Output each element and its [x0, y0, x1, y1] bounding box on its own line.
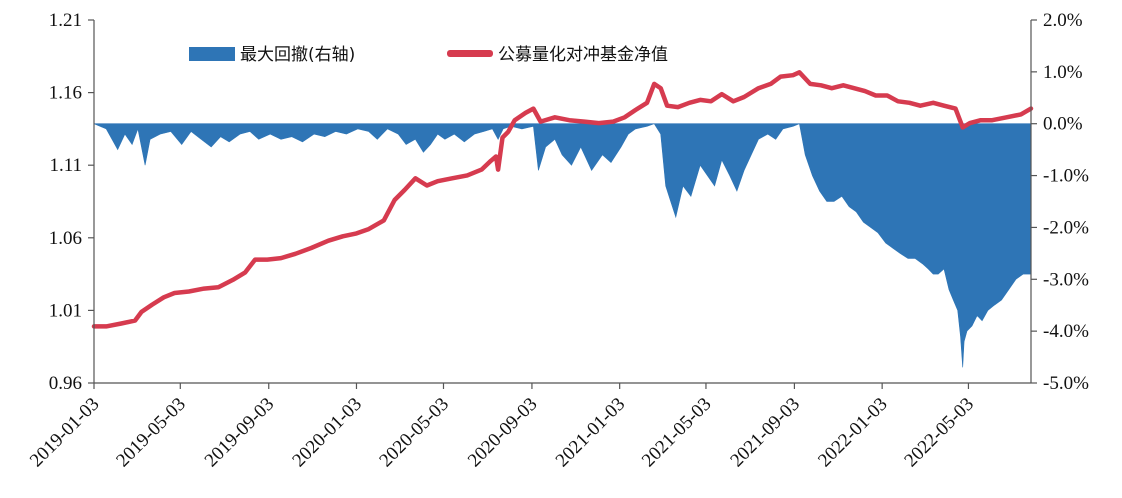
legend-swatch-drawdown [189, 47, 235, 61]
y-right-tick-label: -5.0% [1043, 373, 1089, 394]
x-tick-label: 2021-09-03 [726, 394, 804, 472]
legend-swatch-nav [447, 50, 493, 57]
legend: 最大回撤(右轴) 公募量化对冲基金净值 [189, 45, 668, 65]
x-tick-label: 2021-05-03 [638, 394, 716, 472]
y-right-tick-label: -1.0% [1043, 166, 1089, 187]
x-tick-label: 2020-01-03 [288, 394, 366, 472]
x-tick-label: 2020-05-03 [375, 394, 453, 472]
legend-label-nav: 公募量化对冲基金净值 [498, 45, 668, 65]
drawdown-area-layer [93, 123, 1032, 368]
x-tick-label: 2022-01-03 [814, 394, 892, 472]
nav-line [91, 70, 1034, 329]
x-tick-label: 2021-01-03 [552, 394, 630, 472]
legend-label-drawdown: 最大回撤(右轴) [240, 45, 355, 65]
y-right-tick-label: -4.0% [1043, 321, 1089, 342]
x-tick-label: 2022-05-03 [900, 394, 978, 472]
y-left-tick-label: 1.16 [49, 83, 82, 104]
y-left-tick-label: 0.96 [49, 373, 82, 394]
x-tick-label: 2019-05-03 [112, 394, 190, 472]
y-right-tick-label: 0.0% [1043, 114, 1083, 135]
drawdown-area [93, 123, 1032, 368]
y-left-tick-label: 1.21 [49, 10, 82, 31]
y-right-tick-label: 1.0% [1043, 62, 1083, 83]
y-left-tick-label: 1.11 [49, 155, 82, 176]
y-left-tick-label: 1.06 [49, 228, 82, 249]
y-right-tick-label: -2.0% [1043, 217, 1089, 238]
x-tick-label: 2019-01-03 [26, 394, 104, 472]
y-right-tick-label: -3.0% [1043, 269, 1089, 290]
x-tick-label: 2020-09-03 [464, 394, 542, 472]
x-tick-label: 2019-09-03 [201, 394, 279, 472]
y-left-tick-label: 1.01 [49, 300, 82, 321]
nav-line-layer [91, 70, 1034, 329]
y-right-tick-label: 2.0% [1043, 10, 1083, 31]
